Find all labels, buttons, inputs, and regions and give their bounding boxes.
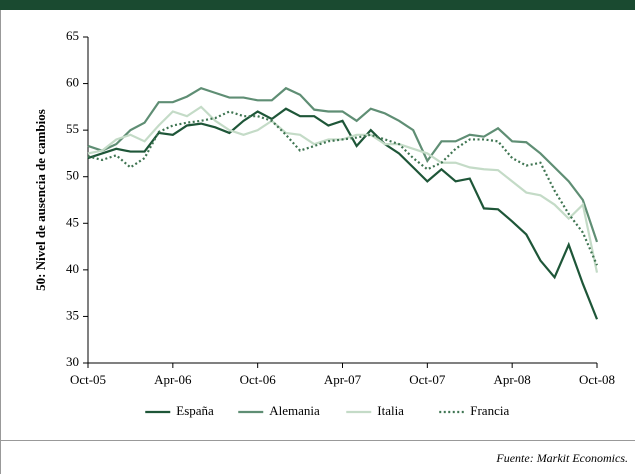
series-line [87,107,599,320]
x-tick-label: Apr-08 [494,372,531,387]
series-line [87,110,599,266]
x-tick-label: Apr-06 [154,372,192,387]
series-line [87,105,599,273]
x-tick-label: Oct-08 [579,372,615,387]
legend-label: España [176,403,214,418]
y-tick-label: 55 [66,121,79,136]
x-tick-label: Oct-07 [409,372,446,387]
y-axis-label: 50: Nivel de ausencia de cambios [33,109,48,291]
source-note: Fuente: Markit Economics. [495,451,628,465]
y-tick-label: 30 [66,354,79,369]
y-tick-label: 65 [66,28,79,43]
legend-label: Francia [470,403,509,418]
y-tick-label: 60 [66,75,79,90]
x-tick-label: Apr-07 [324,372,362,387]
x-tick-label: Oct-06 [240,372,277,387]
header-bar [0,0,635,10]
y-tick-label: 45 [66,214,79,229]
series-line [87,86,599,243]
legend-label: Italia [377,403,404,418]
y-tick-label: 50 [66,168,79,183]
x-tick-label: Oct-05 [70,372,106,387]
y-tick-label: 35 [66,307,79,322]
y-tick-label: 40 [66,261,79,276]
legend-label: Alemania [269,403,320,418]
